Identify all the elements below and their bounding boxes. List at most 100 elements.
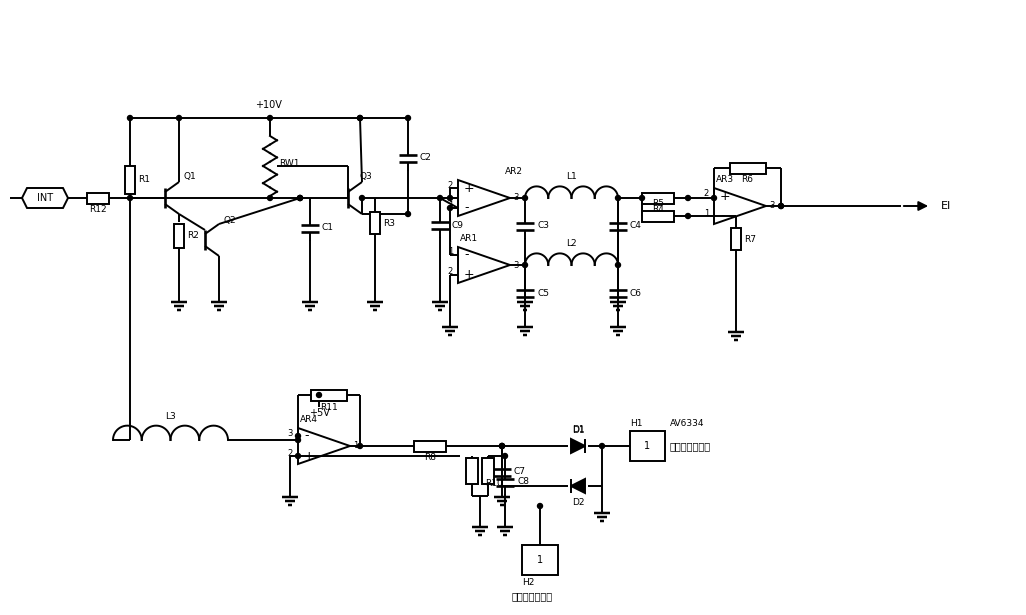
Polygon shape xyxy=(571,479,585,493)
Text: +: + xyxy=(304,450,315,462)
Bar xyxy=(87,192,109,204)
Circle shape xyxy=(127,116,132,121)
Bar xyxy=(642,210,674,221)
Bar xyxy=(642,192,674,204)
Text: Q3: Q3 xyxy=(359,172,371,180)
Text: -: - xyxy=(464,202,469,215)
Text: C6: C6 xyxy=(630,288,642,298)
Circle shape xyxy=(359,196,364,200)
Circle shape xyxy=(268,116,273,121)
Bar xyxy=(311,389,347,400)
Text: INT: INT xyxy=(37,193,53,203)
Text: C9: C9 xyxy=(452,221,464,229)
Circle shape xyxy=(298,196,303,200)
Text: R3: R3 xyxy=(383,218,395,228)
Bar xyxy=(630,431,665,461)
Text: 1: 1 xyxy=(353,442,358,451)
Circle shape xyxy=(176,116,182,121)
Circle shape xyxy=(616,196,621,200)
Text: +: + xyxy=(720,189,731,202)
Text: 2: 2 xyxy=(287,448,293,458)
Circle shape xyxy=(599,443,604,448)
Circle shape xyxy=(437,196,442,200)
Text: Q1: Q1 xyxy=(183,172,196,180)
Text: R10: R10 xyxy=(485,480,503,488)
Circle shape xyxy=(357,116,362,121)
Text: R11: R11 xyxy=(320,402,338,411)
Text: +5V: +5V xyxy=(309,408,329,418)
Circle shape xyxy=(711,196,716,200)
Circle shape xyxy=(405,116,410,121)
Bar xyxy=(125,166,135,194)
Text: 1: 1 xyxy=(644,441,650,451)
Text: -: - xyxy=(720,210,724,223)
Circle shape xyxy=(357,116,362,121)
Circle shape xyxy=(316,392,321,397)
Circle shape xyxy=(779,204,784,208)
Polygon shape xyxy=(571,439,585,453)
Circle shape xyxy=(295,434,301,438)
Text: 2: 2 xyxy=(447,268,453,277)
Text: R2: R2 xyxy=(187,231,199,240)
Text: D2: D2 xyxy=(571,498,584,507)
Text: EI: EI xyxy=(941,201,951,211)
Text: R1: R1 xyxy=(139,175,150,184)
Text: 1: 1 xyxy=(704,208,709,218)
Text: C2: C2 xyxy=(420,154,432,162)
Text: 3: 3 xyxy=(770,202,775,210)
Bar xyxy=(370,212,380,234)
Circle shape xyxy=(538,504,543,509)
Text: -: - xyxy=(464,248,469,261)
Circle shape xyxy=(447,205,452,210)
Text: 3: 3 xyxy=(287,429,293,437)
Text: H1: H1 xyxy=(630,419,642,428)
Text: +: + xyxy=(464,181,475,194)
Text: +10V: +10V xyxy=(255,100,282,110)
Bar xyxy=(729,162,765,173)
Text: C5: C5 xyxy=(537,288,549,298)
Circle shape xyxy=(503,453,508,459)
Circle shape xyxy=(405,212,410,216)
Bar xyxy=(466,458,478,484)
Circle shape xyxy=(500,443,505,448)
Text: 1: 1 xyxy=(537,555,543,565)
Text: C1: C1 xyxy=(322,223,334,232)
Circle shape xyxy=(685,213,690,218)
Text: AR2: AR2 xyxy=(505,167,523,176)
Text: AR4: AR4 xyxy=(300,415,318,424)
Circle shape xyxy=(500,443,505,448)
Text: AV6334: AV6334 xyxy=(670,419,705,428)
Text: 2: 2 xyxy=(704,189,709,197)
Circle shape xyxy=(298,196,303,200)
Text: -: - xyxy=(304,429,309,443)
Text: 1: 1 xyxy=(447,200,453,210)
Text: AR1: AR1 xyxy=(460,234,478,243)
Circle shape xyxy=(127,196,132,200)
Bar xyxy=(174,224,184,248)
Text: D1: D1 xyxy=(571,425,585,434)
Text: C8: C8 xyxy=(517,477,529,486)
Bar xyxy=(522,545,558,575)
Circle shape xyxy=(522,196,527,200)
Circle shape xyxy=(357,443,362,448)
Text: D1: D1 xyxy=(571,426,585,435)
Bar xyxy=(482,458,494,484)
Bar xyxy=(415,440,446,451)
Circle shape xyxy=(639,196,644,200)
Text: 光功率基准信号: 光功率基准信号 xyxy=(512,591,553,601)
Text: L3: L3 xyxy=(165,411,175,421)
Circle shape xyxy=(447,196,452,200)
Text: H2: H2 xyxy=(522,578,535,587)
Text: R12: R12 xyxy=(89,205,107,215)
Text: L1: L1 xyxy=(566,172,577,181)
Text: +: + xyxy=(464,269,475,282)
Text: 1: 1 xyxy=(447,247,453,256)
Text: C7: C7 xyxy=(514,467,526,477)
Text: R7: R7 xyxy=(744,234,756,244)
Text: R5: R5 xyxy=(652,199,664,207)
Circle shape xyxy=(500,443,505,448)
Text: 2: 2 xyxy=(447,180,453,189)
Text: 3: 3 xyxy=(513,261,518,269)
Circle shape xyxy=(268,196,273,200)
Circle shape xyxy=(685,196,690,200)
